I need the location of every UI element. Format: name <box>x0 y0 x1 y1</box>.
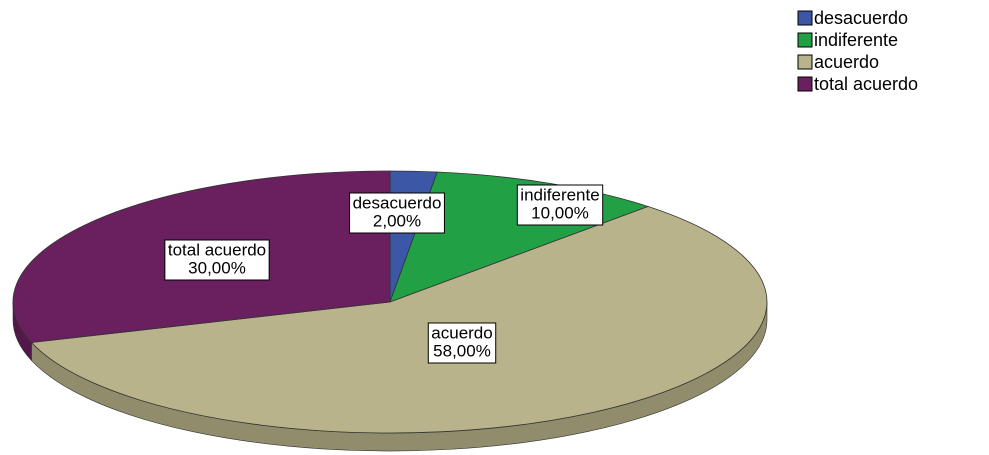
label-name: desacuerdo <box>353 193 442 212</box>
label-box <box>349 192 445 234</box>
label-box <box>164 239 270 281</box>
label-value: 10,00% <box>531 203 589 222</box>
label-name: total acuerdo <box>168 240 266 259</box>
label-name: acuerdo <box>431 323 492 342</box>
label-box <box>427 322 497 364</box>
label-name: indiferente <box>520 185 599 204</box>
legend-label: acuerdo <box>814 52 879 72</box>
legend-swatch <box>797 76 813 92</box>
label-value: 58,00% <box>433 341 491 360</box>
label-value: 2,00% <box>373 211 421 230</box>
legend-swatch <box>797 32 813 48</box>
pie-slice <box>30 206 768 434</box>
legend-swatch <box>797 54 813 70</box>
label-box <box>516 184 604 226</box>
legend-label: indiferente <box>814 30 898 50</box>
legend-label: desacuerdo <box>814 8 908 28</box>
label-value: 30,00% <box>188 258 246 277</box>
legend-label: total acuerdo <box>814 74 918 94</box>
legend-swatch <box>797 10 813 26</box>
